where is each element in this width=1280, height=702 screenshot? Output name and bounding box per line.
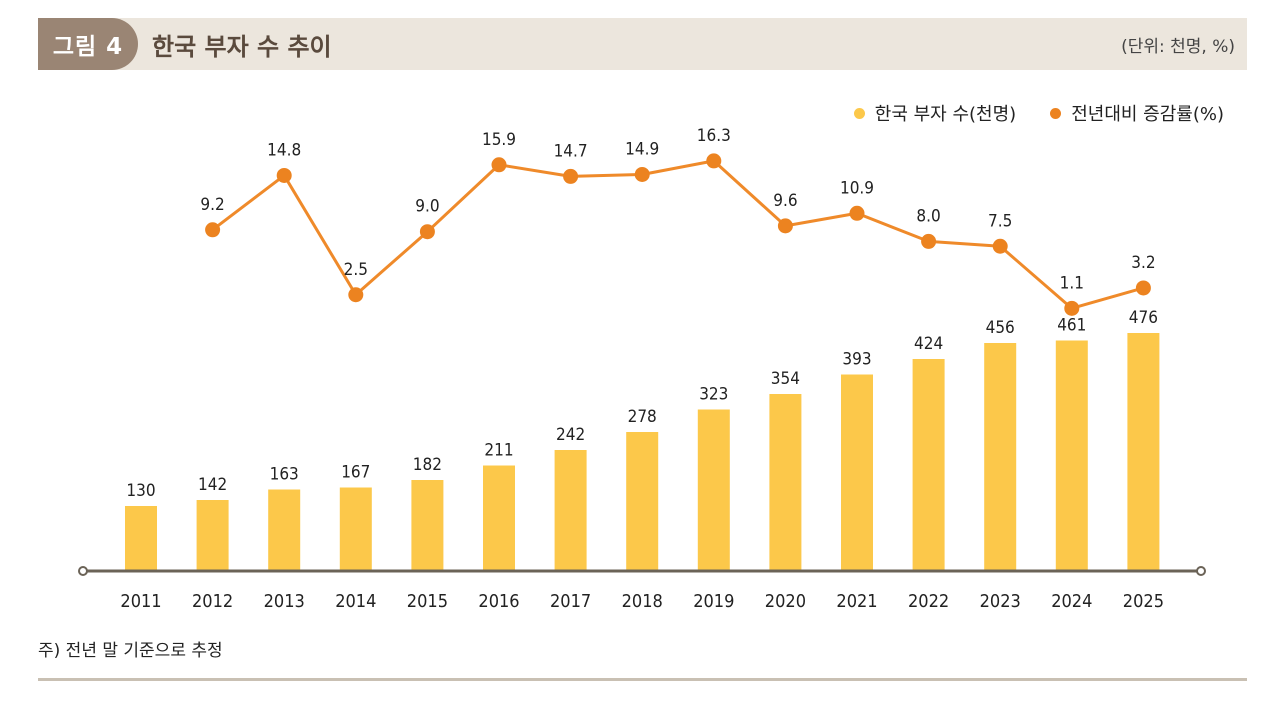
x-tick-2021: 2021 [836, 591, 877, 612]
x-tick-2019: 2019 [693, 591, 734, 612]
x-tick-2015: 2015 [407, 591, 448, 612]
line-point-2014 [348, 287, 364, 303]
line-point-2022 [921, 233, 937, 249]
legend-bar-swatch [853, 107, 865, 119]
bar-label-2012: 142 [198, 475, 227, 495]
line-label-2021: 10.9 [840, 178, 874, 198]
line-point-2017 [563, 168, 579, 184]
figure-title: 한국 부자 수 추이 [152, 32, 332, 61]
x-tick-2017: 2017 [550, 591, 591, 612]
footnote: 주) 전년 말 기준으로 추정 [38, 641, 223, 661]
line-label-2013: 14.8 [267, 140, 301, 160]
bar-label-2014: 167 [341, 463, 370, 483]
x-tick-2022: 2022 [908, 591, 949, 612]
bar-label-2019: 323 [699, 385, 728, 405]
growth-rate-line [211, 159, 1144, 310]
bar-2012 [196, 500, 229, 571]
bar-2017 [554, 450, 587, 571]
line-label-2024: 1.1 [1060, 273, 1084, 293]
bottom-divider [38, 678, 1247, 681]
unit-label: (단위: 천명, %) [1121, 36, 1235, 57]
x-tick-2016: 2016 [478, 591, 519, 612]
bar-label-2025: 476 [1129, 308, 1158, 328]
line-point-2018 [634, 166, 650, 182]
legend-item-line: 전년대비 증감률(%) [1050, 100, 1224, 126]
legend-line-swatch [1050, 107, 1062, 119]
bar-2013 [268, 489, 301, 571]
line-label-2017: 14.7 [554, 141, 588, 161]
x-tick-2020: 2020 [765, 591, 806, 612]
line-label-2015: 9.0 [415, 197, 439, 217]
legend-item-bars: 한국 부자 수(천명) [853, 100, 1017, 126]
bar-2016 [483, 465, 515, 571]
line-point-2019 [706, 153, 722, 169]
bar-2019 [697, 409, 730, 571]
line-point-2015 [419, 224, 435, 240]
bar-label-2015: 182 [413, 455, 442, 475]
line-point-2016 [491, 157, 507, 173]
bar-label-2022: 424 [914, 334, 943, 354]
x-axis-right-cap [1196, 566, 1206, 576]
x-tick-2018: 2018 [622, 591, 663, 612]
bar-2015 [411, 480, 444, 571]
figure-header: 그림 4 한국 부자 수 추이 (단위: 천명, %) [38, 18, 1247, 70]
bar-2024 [1055, 340, 1088, 571]
line-point-2012 [205, 222, 221, 238]
chart-legend: 한국 부자 수(천명) 전년대비 증감률(%) [853, 100, 1224, 126]
bar-label-2013: 163 [270, 465, 299, 485]
x-axis-left-cap [78, 566, 88, 576]
line-label-2016: 15.9 [482, 130, 516, 150]
line-point-2025 [1135, 280, 1151, 296]
x-tick-2023: 2023 [980, 591, 1021, 612]
bar-2018 [626, 432, 659, 571]
x-tick-2014: 2014 [335, 591, 376, 612]
x-tick-2024: 2024 [1051, 591, 1092, 612]
bar-label-2017: 242 [556, 425, 585, 445]
line-label-2019: 16.3 [697, 126, 731, 146]
figure-number-badge: 그림 4 [38, 18, 138, 70]
line-label-2023: 7.5 [988, 211, 1012, 231]
bar-label-2018: 278 [628, 407, 657, 427]
legend-bar-label: 한국 부자 수(천명) [874, 104, 1017, 125]
line-point-2020 [777, 218, 793, 234]
line-label-2025: 3.2 [1131, 253, 1155, 273]
x-tick-2012: 2012 [192, 591, 233, 612]
line-point-2024 [1064, 300, 1080, 316]
bar-2022 [912, 359, 945, 571]
line-point-2023 [992, 238, 1008, 254]
bar-2025 [1127, 333, 1160, 571]
x-tick-2025: 2025 [1123, 591, 1164, 612]
bar-2014 [339, 487, 372, 571]
bar-label-2020: 354 [771, 369, 800, 389]
line-label-2020: 9.6 [773, 191, 797, 211]
bar-label-2024: 461 [1057, 316, 1086, 336]
bar-2021 [841, 374, 873, 571]
line-label-2022: 8.0 [916, 206, 940, 226]
bar-label-2021: 393 [842, 350, 871, 370]
x-tick-2013: 2013 [264, 591, 305, 612]
bar-2023 [984, 343, 1017, 571]
x-tick-2011: 2011 [120, 591, 161, 612]
legend-line-label: 전년대비 증감률(%) [1071, 104, 1224, 125]
bar-label-2023: 456 [986, 318, 1015, 338]
bar-label-2016: 211 [484, 441, 513, 461]
bar-2011 [125, 506, 157, 571]
line-label-2012: 9.2 [200, 195, 224, 215]
bar-label-2011: 130 [126, 481, 155, 501]
line-point-2013 [276, 167, 292, 183]
line-label-2018: 14.9 [625, 139, 659, 159]
bar-2020 [769, 394, 802, 571]
line-point-2021 [849, 205, 865, 221]
line-label-2014: 2.5 [344, 260, 368, 280]
